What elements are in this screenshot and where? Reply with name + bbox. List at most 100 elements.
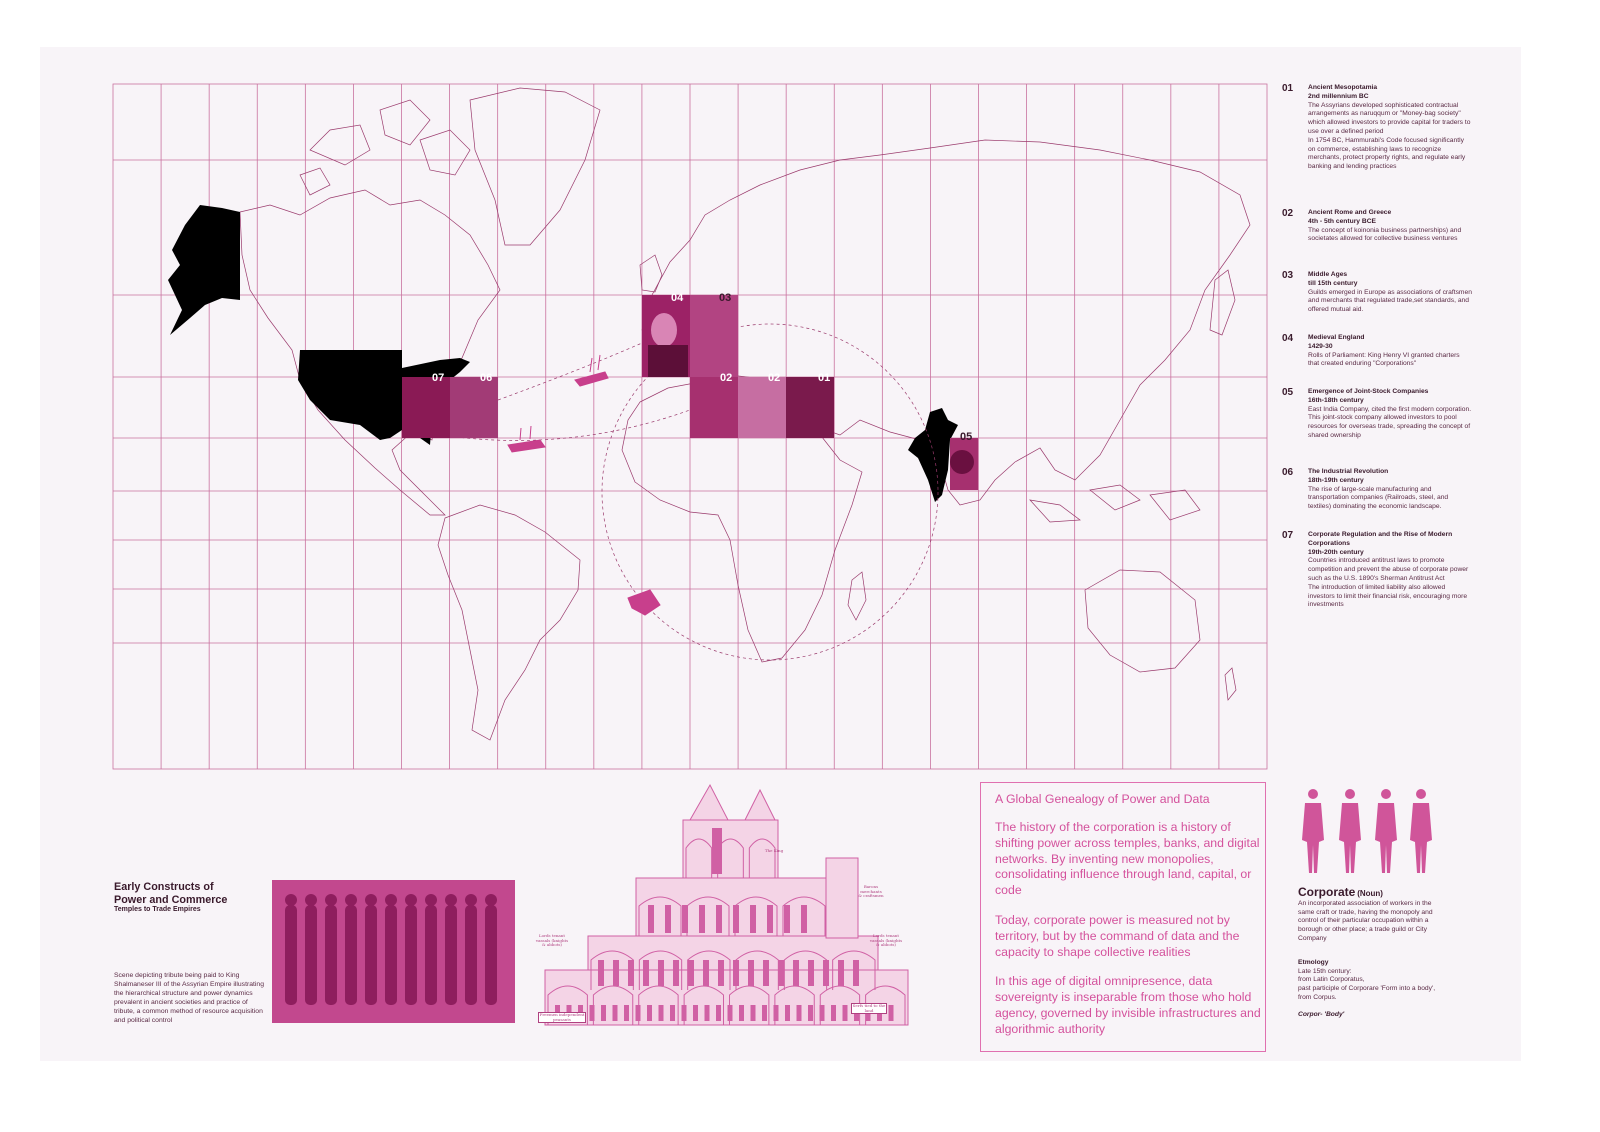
anatomy-figure (1339, 803, 1361, 873)
castle-figure (688, 960, 694, 986)
castle-figure (704, 1005, 710, 1021)
entry-text: Guilds emerged in Europe as associations… (1308, 288, 1472, 314)
castle-figure (796, 1005, 802, 1021)
castle-figure (670, 1005, 675, 1021)
castle-figure (628, 960, 634, 986)
castle-figure (635, 1005, 641, 1021)
relief-figure (485, 905, 497, 1005)
entry-number: 04 (1282, 333, 1294, 344)
entry-date: 2nd millennium BC (1308, 92, 1369, 100)
entry-title: Emergence of Joint-Stock Companies (1308, 388, 1429, 395)
entry-title: Medieval England (1308, 334, 1365, 341)
castle-figure (598, 960, 604, 986)
southeast-asia-islands-outline (1029, 484, 1201, 523)
entry-text: The rise of large-scale manufacturing an… (1308, 485, 1449, 511)
relief-image (272, 880, 515, 1023)
castle-figure (823, 960, 829, 986)
tile-05-crest (950, 450, 974, 474)
tile-07-image (402, 377, 450, 438)
castle-figure (763, 960, 769, 986)
castle-figure (808, 1005, 813, 1021)
entry-number: 01 (1282, 83, 1294, 94)
entry-number: 02 (1282, 208, 1294, 219)
tile-02b-image (738, 377, 786, 438)
genealogy-text-box: A Global Genealogy of Power and Data The… (980, 782, 1266, 1052)
relief-figure-head (365, 894, 377, 906)
tile-number: 07 (432, 372, 445, 384)
etymology-line: past participle of Corporare 'Form into … (1298, 985, 1436, 993)
entry-title: Middle Ages (1308, 271, 1348, 278)
timeline-entry-03: 03 Middle Ages till 15th century Guilds em… (1282, 271, 1472, 315)
castle-figure (727, 1005, 733, 1021)
castle-figure (748, 960, 754, 986)
castle-arch (638, 896, 682, 936)
part-of-speech: (Noun) (1357, 889, 1383, 898)
castle-arch (547, 985, 588, 1025)
tile-number: 03 (719, 292, 732, 304)
entry-number: 03 (1282, 270, 1294, 281)
castle-figure (699, 905, 705, 933)
relief-figure (325, 905, 337, 1005)
relief-figure (365, 905, 377, 1005)
timeline-entry-05: 05 Emergence of Joint-Stock Companies 16t… (1282, 388, 1472, 441)
castle-arch (782, 896, 826, 936)
route-atlantic-north (497, 342, 643, 401)
entry-text: The Assyrians developed sophisticated co… (1308, 101, 1471, 135)
timeline-entry-06: 06 The Industrial Revolution 18th-19th ce… (1282, 468, 1472, 512)
entry-title: Ancient Rome and Greece (1308, 209, 1392, 216)
castle-arch (748, 838, 776, 878)
entry-title: Ancient Mesopotamia (1308, 84, 1378, 91)
castle-figure (750, 1005, 756, 1021)
castle-figure (801, 905, 807, 933)
entry-date: 1429-30 (1308, 342, 1333, 350)
castle-figure (773, 1005, 779, 1021)
definition-word: Corporate (1298, 885, 1356, 899)
etymology-line: Corpor- 'Body' (1298, 1010, 1345, 1018)
castle-figure (658, 1005, 664, 1021)
castle-figure (643, 960, 649, 986)
entry-text: Rolls of Parliament: King Henry VI grant… (1308, 351, 1460, 368)
entry-date: 19th-20th century (1308, 548, 1364, 556)
castle-figure (819, 1005, 825, 1021)
castle-arch (865, 985, 906, 1025)
south-america-outline (437, 504, 581, 741)
relief-figure (465, 905, 477, 1005)
castle-figure (673, 960, 679, 986)
tile-number: 05 (960, 431, 973, 443)
relief-figure (285, 905, 297, 1005)
castle-arch (783, 950, 828, 990)
entry-date: 18th-19th century (1308, 476, 1364, 484)
castle-figure (733, 905, 739, 933)
castle-figure (718, 960, 724, 986)
castle-figure (703, 960, 709, 986)
label-freemen: Freemen independent peasants (538, 1012, 586, 1024)
castle-figure (767, 905, 773, 933)
alaska-territory (168, 205, 240, 335)
relief-figure-head (385, 894, 397, 906)
tile-number: 02 (768, 372, 781, 384)
entry-text: Countries introduced antitrust laws to p… (1308, 557, 1469, 582)
section-title: Power and Commerce (114, 893, 228, 906)
castle-arch (685, 838, 713, 878)
entry-date: 4th - 5th century BCE (1308, 217, 1376, 225)
anatomical-figures (1302, 789, 1432, 873)
castle-figure (784, 905, 790, 933)
relief-figure-head (325, 894, 337, 906)
castle-arch (590, 950, 634, 990)
label-lords: Lords tenant vassals (knights & abbots) (869, 933, 903, 948)
castle-figure (658, 960, 664, 986)
relief-figure (445, 905, 457, 1005)
anatomy-head (1345, 789, 1355, 799)
entry-text: The introduction of limited liability al… (1308, 583, 1468, 609)
relief-figure (425, 905, 437, 1005)
castle-figure (647, 1005, 652, 1021)
relief-figure-head (345, 894, 357, 906)
ship-icon (507, 425, 546, 453)
genealogy-paragraph: The history of the corporation is a hist… (995, 820, 1260, 898)
etymology-label: Etmology (1298, 958, 1329, 966)
label-lords: Lords tenant vassals (knights & abbots) (535, 933, 569, 948)
tile-number: 02 (720, 372, 733, 384)
tile-number: 01 (818, 372, 831, 384)
castle-figure (733, 960, 739, 986)
castle-figure (681, 1005, 687, 1021)
